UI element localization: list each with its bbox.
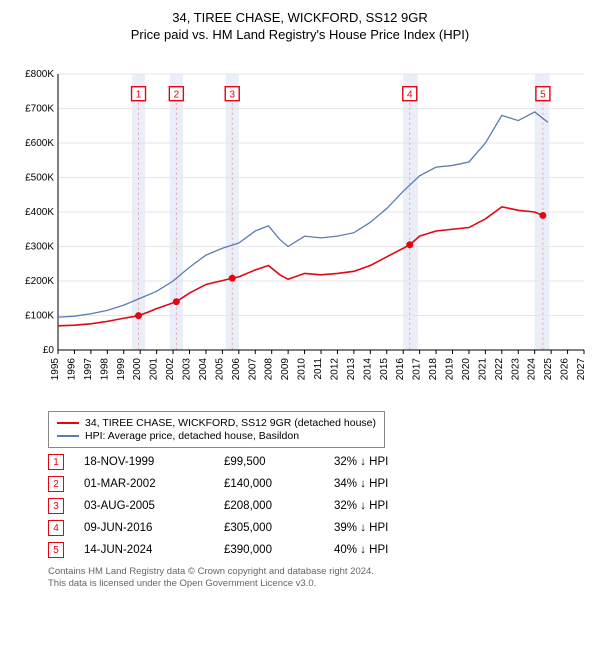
transaction-row: 4 09-JUN-2016 £305,000 39% ↓ HPI xyxy=(48,520,590,536)
svg-text:3: 3 xyxy=(229,90,235,101)
svg-text:1995: 1995 xyxy=(50,358,61,381)
svg-text:2020: 2020 xyxy=(461,358,472,381)
transaction-row: 5 14-JUN-2024 £390,000 40% ↓ HPI xyxy=(48,542,590,558)
svg-text:1: 1 xyxy=(136,90,142,101)
legend-item: HPI: Average price, detached house, Basi… xyxy=(57,430,376,442)
transaction-date: 03-AUG-2005 xyxy=(84,500,204,512)
transaction-badge: 2 xyxy=(48,476,64,492)
transaction-badge: 3 xyxy=(48,498,64,514)
svg-text:£100K: £100K xyxy=(25,311,54,322)
svg-text:2009: 2009 xyxy=(280,358,291,381)
transaction-price: £390,000 xyxy=(224,544,314,556)
footer-line-1: Contains HM Land Registry data © Crown c… xyxy=(48,566,590,578)
svg-text:2007: 2007 xyxy=(247,358,258,381)
svg-text:2002: 2002 xyxy=(165,358,176,381)
svg-text:2001: 2001 xyxy=(149,358,160,381)
legend-label: 34, TIREE CHASE, WICKFORD, SS12 9GR (det… xyxy=(85,417,376,429)
transaction-date: 09-JUN-2016 xyxy=(84,522,204,534)
transaction-badge: 4 xyxy=(48,520,64,536)
transaction-price: £140,000 xyxy=(224,478,314,490)
svg-text:£400K: £400K xyxy=(25,207,54,218)
svg-text:2010: 2010 xyxy=(297,358,308,381)
svg-text:2019: 2019 xyxy=(445,358,456,381)
svg-text:£500K: £500K xyxy=(25,173,54,184)
transaction-date: 14-JUN-2024 xyxy=(84,544,204,556)
footer-line-2: This data is licensed under the Open Gov… xyxy=(48,578,590,590)
svg-text:£200K: £200K xyxy=(25,276,54,287)
svg-text:£700K: £700K xyxy=(25,104,54,115)
svg-text:2014: 2014 xyxy=(362,358,373,381)
svg-text:2024: 2024 xyxy=(527,358,538,381)
transaction-price: £99,500 xyxy=(224,456,314,468)
svg-text:2027: 2027 xyxy=(576,358,587,381)
transaction-row: 2 01-MAR-2002 £140,000 34% ↓ HPI xyxy=(48,476,590,492)
svg-text:2026: 2026 xyxy=(560,358,571,381)
transaction-diff: 32% ↓ HPI xyxy=(334,500,388,512)
svg-text:4: 4 xyxy=(407,90,413,101)
svg-text:2003: 2003 xyxy=(182,358,193,381)
chart-legend: 34, TIREE CHASE, WICKFORD, SS12 9GR (det… xyxy=(48,411,385,448)
transaction-date: 18-NOV-1999 xyxy=(84,456,204,468)
svg-text:2012: 2012 xyxy=(329,358,340,381)
svg-text:2025: 2025 xyxy=(543,358,554,381)
transaction-diff: 32% ↓ HPI xyxy=(334,456,388,468)
svg-text:2011: 2011 xyxy=(313,358,324,380)
svg-text:2006: 2006 xyxy=(231,358,242,381)
transaction-row: 1 18-NOV-1999 £99,500 32% ↓ HPI xyxy=(48,454,590,470)
transactions-table: 1 18-NOV-1999 £99,500 32% ↓ HPI 2 01-MAR-2002… xyxy=(48,454,590,558)
legend-swatch xyxy=(57,422,79,424)
svg-text:2: 2 xyxy=(174,90,180,101)
chart-title-address: 34, TIREE CHASE, WICKFORD, SS12 9GR xyxy=(10,10,590,25)
chart-title-subtitle: Price paid vs. HM Land Registry's House … xyxy=(10,27,590,42)
svg-text:2013: 2013 xyxy=(346,358,357,381)
svg-text:1996: 1996 xyxy=(66,358,77,381)
transaction-diff: 40% ↓ HPI xyxy=(334,544,388,556)
svg-text:1998: 1998 xyxy=(99,358,110,381)
svg-text:2018: 2018 xyxy=(428,358,439,381)
svg-text:£0: £0 xyxy=(43,345,55,356)
legend-item: 34, TIREE CHASE, WICKFORD, SS12 9GR (det… xyxy=(57,417,376,429)
svg-text:£300K: £300K xyxy=(25,242,54,253)
transaction-diff: 39% ↓ HPI xyxy=(334,522,388,534)
svg-text:£600K: £600K xyxy=(25,138,54,149)
legend-label: HPI: Average price, detached house, Basi… xyxy=(85,430,299,442)
svg-text:2004: 2004 xyxy=(198,358,209,381)
svg-text:2023: 2023 xyxy=(510,358,521,381)
svg-text:2008: 2008 xyxy=(264,358,275,381)
price-chart: £0 £100K £200K £300K £400K £500K £600K £700K £80… xyxy=(10,48,590,403)
svg-text:2016: 2016 xyxy=(395,358,406,381)
svg-text:2005: 2005 xyxy=(214,358,225,381)
transaction-badge: 1 xyxy=(48,454,64,470)
transaction-price: £208,000 xyxy=(224,500,314,512)
svg-text:2015: 2015 xyxy=(379,358,390,381)
attribution-footer: Contains HM Land Registry data © Crown c… xyxy=(48,566,590,591)
chart-svg: £0 £100K £200K £300K £400K £500K £600K £700K £80… xyxy=(10,48,590,398)
svg-text:2021: 2021 xyxy=(477,358,488,381)
svg-text:1997: 1997 xyxy=(83,358,94,381)
svg-text:1999: 1999 xyxy=(116,358,127,381)
svg-text:5: 5 xyxy=(540,90,546,101)
transaction-row: 3 03-AUG-2005 £208,000 32% ↓ HPI xyxy=(48,498,590,514)
svg-text:2022: 2022 xyxy=(494,358,505,381)
svg-text:2000: 2000 xyxy=(132,358,143,381)
svg-text:£800K: £800K xyxy=(25,69,54,80)
svg-text:2017: 2017 xyxy=(412,358,423,381)
transaction-badge: 5 xyxy=(48,542,64,558)
legend-swatch xyxy=(57,435,79,437)
transaction-date: 01-MAR-2002 xyxy=(84,478,204,490)
transaction-price: £305,000 xyxy=(224,522,314,534)
transaction-diff: 34% ↓ HPI xyxy=(334,478,388,490)
